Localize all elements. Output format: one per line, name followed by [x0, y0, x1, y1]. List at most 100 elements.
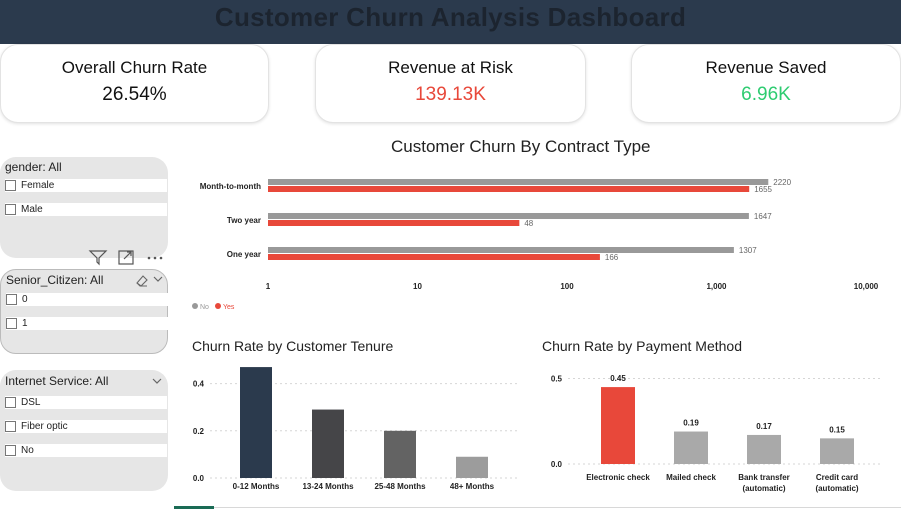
- option-label: No: [21, 445, 34, 456]
- more-options-icon[interactable]: [144, 248, 166, 266]
- bar-yes: [268, 220, 520, 226]
- slicer-internet-service[interactable]: Internet Service: All DSL Fiber optic No: [0, 370, 168, 491]
- slicer-option-male[interactable]: Male: [5, 203, 167, 216]
- x-tick-label: 25-48 Months: [374, 482, 426, 491]
- x-tick-label: 1: [266, 282, 271, 291]
- legend-label: No: [200, 304, 209, 311]
- data-label: 0.15: [829, 425, 845, 434]
- y-tick-label: 0.5: [551, 375, 563, 384]
- slicer-gender[interactable]: gender: All Female Male: [0, 157, 168, 258]
- checkbox[interactable]: [6, 294, 17, 305]
- legend-label: Yes: [223, 304, 235, 311]
- payment-chart-title: Churn Rate by Payment Method: [542, 338, 742, 354]
- bar-yes: [268, 186, 750, 192]
- y-tick-label: 0.0: [193, 474, 205, 483]
- bar: [384, 430, 416, 478]
- bar: [820, 438, 854, 464]
- category-label: One year: [227, 250, 261, 259]
- dashboard-title: Customer Churn Analysis Dashboard: [214, 2, 687, 32]
- category-label: Month-to-month: [200, 182, 261, 191]
- checkbox[interactable]: [5, 421, 16, 432]
- bar: [456, 456, 488, 478]
- y-tick-label: 0.2: [193, 427, 205, 436]
- legend-marker: [215, 303, 221, 309]
- data-label: 0.19: [683, 419, 699, 428]
- kpi-label: Revenue Saved: [705, 58, 827, 77]
- bar-yes: [268, 254, 600, 260]
- slicer-option-female[interactable]: Female: [5, 179, 167, 192]
- option-label: DSL: [21, 397, 41, 408]
- payment-method-chart[interactable]: 0.0 0.5 0.45 Electronic check 0.19 Mailed che…: [540, 360, 901, 500]
- bar-no: [268, 179, 769, 185]
- data-label: 2220: [773, 178, 791, 187]
- data-label: 1647: [754, 212, 772, 221]
- x-tick-label: Mailed check: [666, 473, 716, 482]
- y-tick-label: 0.4: [193, 380, 205, 389]
- x-tick-label: 13-24 Months: [302, 482, 354, 491]
- bar: [747, 434, 781, 464]
- x-tick-label: 0-12 Months: [233, 482, 280, 491]
- slicer-option-no[interactable]: No: [5, 444, 167, 457]
- option-label: 0: [22, 294, 28, 305]
- kpi-value-revenue-at-risk: 139.13K: [415, 84, 486, 105]
- focus-mode-icon[interactable]: [116, 248, 136, 266]
- slicer-title: gender: All: [5, 160, 62, 174]
- option-label: Fiber optic: [21, 421, 68, 432]
- kpi-card-revenue-at-risk[interactable]: Revenue at Risk 139.13K: [315, 44, 586, 123]
- data-label: 166: [605, 253, 619, 262]
- x-tick-label: 10,000: [854, 282, 879, 291]
- slicer-option-dsl[interactable]: DSL: [5, 396, 167, 409]
- y-tick-label: 0.0: [551, 460, 563, 469]
- bar: [674, 431, 708, 464]
- checkbox[interactable]: [5, 180, 16, 191]
- checkbox[interactable]: [5, 204, 16, 215]
- data-label: 1655: [754, 185, 772, 194]
- kpi-label: Revenue at Risk: [388, 58, 513, 77]
- bar: [240, 367, 272, 478]
- bar: [601, 387, 635, 464]
- kpi-card-revenue-saved[interactable]: Revenue Saved 6.96K: [631, 44, 901, 123]
- x-tick-label: (automatic): [815, 484, 858, 493]
- contract-chart-title: Customer Churn By Contract Type: [391, 137, 651, 156]
- slicer-option-1[interactable]: 1: [6, 317, 168, 330]
- checkbox[interactable]: [5, 445, 16, 456]
- divider: [214, 507, 901, 508]
- x-tick-label: Electronic check: [586, 473, 650, 482]
- filter-icon[interactable]: [88, 248, 108, 266]
- checkbox[interactable]: [6, 318, 17, 329]
- kpi-label: Overall Churn Rate: [61, 58, 208, 77]
- x-tick-label: 48+ Months: [450, 482, 495, 491]
- category-label: Two year: [227, 216, 261, 225]
- slicer-option-0[interactable]: 0: [6, 293, 168, 306]
- data-label: 48: [524, 219, 533, 228]
- slicer-title: Internet Service: All: [5, 374, 109, 388]
- option-label: Female: [21, 180, 55, 191]
- legend-marker: [192, 303, 198, 309]
- tenure-chart[interactable]: 0.0 0.2 0.4 0-12 Months 13-24 Months 25-48 Mo…: [180, 360, 525, 498]
- x-tick-label: Credit card: [816, 473, 858, 482]
- data-label: 0.17: [756, 422, 772, 431]
- tenure-chart-title: Churn Rate by Customer Tenure: [192, 338, 394, 354]
- x-tick-label: Bank transfer: [738, 473, 790, 482]
- chevron-down-icon[interactable]: [151, 375, 163, 387]
- option-label: 1: [22, 318, 28, 329]
- checkbox[interactable]: [5, 397, 16, 408]
- bar: [312, 409, 344, 478]
- slicer-senior-citizen[interactable]: Senior_Citizen: All 0 1: [0, 269, 168, 354]
- slicer-title: Senior_Citizen: All: [6, 273, 104, 287]
- bar-no: [268, 213, 749, 219]
- kpi-value-revenue-saved: 6.96K: [741, 84, 791, 105]
- slicer-option-fiber-optic[interactable]: Fiber optic: [5, 420, 167, 433]
- chevron-down-icon[interactable]: [152, 273, 164, 285]
- data-label: 1307: [739, 246, 757, 255]
- kpi-card-churn-rate[interactable]: Overall Churn Rate 26.54%: [0, 44, 269, 123]
- x-tick-label: 10: [413, 282, 422, 291]
- title-bar: [0, 0, 901, 44]
- x-tick-label: 100: [560, 282, 574, 291]
- data-label: 0.45: [610, 374, 626, 383]
- x-tick-label: (automatic): [742, 484, 785, 493]
- page-tab-indicator[interactable]: [174, 506, 214, 509]
- clear-selections-icon[interactable]: [134, 273, 150, 287]
